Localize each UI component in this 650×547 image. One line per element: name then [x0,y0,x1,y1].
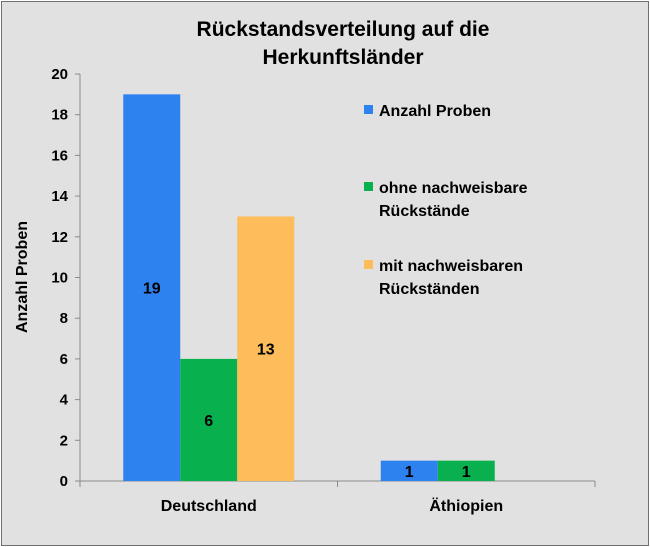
x-category-label: Äthiopien [429,497,503,515]
y-tick-label: 10 [51,270,68,287]
y-tick-label: 12 [51,229,68,246]
bar [123,94,181,481]
y-tick-label: 4 [60,392,69,409]
y-tick-label: 20 [51,66,68,83]
bar [380,460,438,481]
legend-swatch [364,105,373,114]
plot-area: 0 2 4 6 8 10 12 14 16 18 20 19 6 13 Deutschland 1 1 Äthio… [51,66,596,515]
y-tick-label: 14 [51,188,68,205]
bar [180,358,238,481]
legend-swatch [364,260,373,269]
y-axis-title: Anzahl Proben [14,221,31,333]
data-label: 13 [257,342,275,359]
legend-label: ohne nachweisbare [379,180,528,197]
bar [437,460,495,481]
y-tick-label: 16 [51,147,68,164]
data-label: 1 [405,464,414,481]
x-category-label: Deutschland [161,498,257,515]
chart-title-line-2: Herkunftsländer [262,46,423,69]
data-label: 19 [143,281,161,298]
legend-label: Rückständen [379,281,479,298]
y-tick-label: 0 [60,473,68,490]
data-label: 6 [204,413,213,430]
chart-title-line-1: Rückstandsverteilung auf die [197,18,490,41]
legend: Anzahl Proben ohne nachweisbare Rückstände… [364,103,528,298]
y-tick-label: 2 [60,432,68,449]
legend-label: Rückstände [379,203,470,220]
legend-swatch [364,182,373,191]
y-tick-label: 8 [60,310,68,327]
legend-label: Anzahl Proben [379,103,491,120]
data-label: 1 [462,464,471,481]
legend-label: mit nachweisbaren [379,258,523,275]
y-tick-label: 18 [51,107,68,124]
bar [237,216,295,481]
y-tick-label: 6 [60,351,68,368]
